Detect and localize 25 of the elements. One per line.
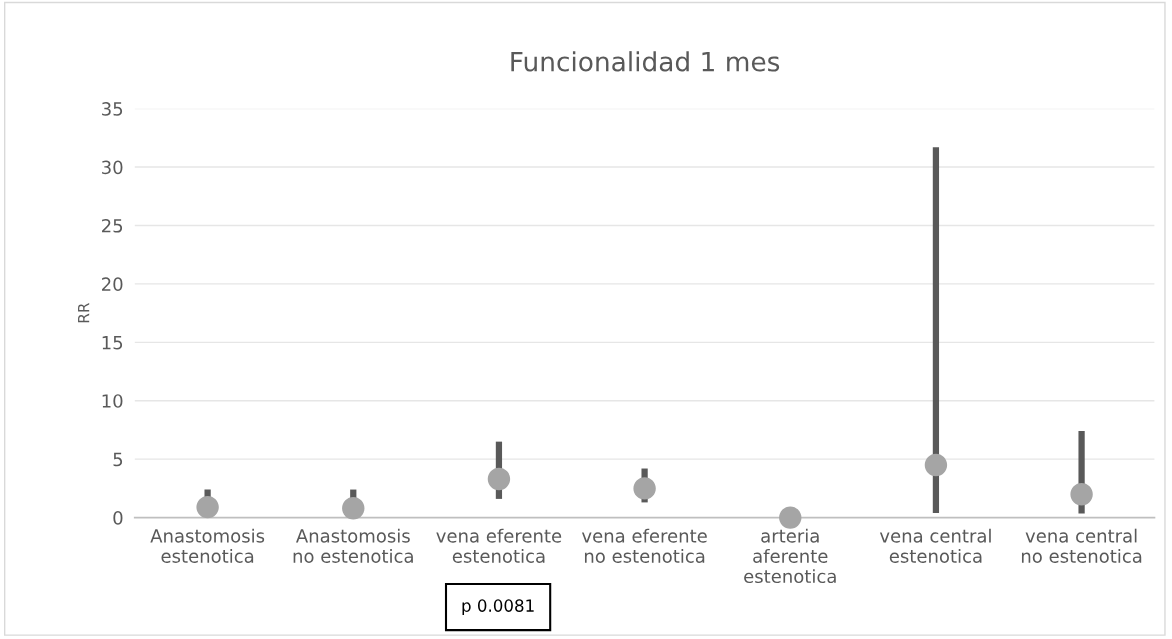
point [633, 477, 656, 500]
point [779, 506, 802, 529]
y-tick-label: 5 [113, 452, 123, 467]
y-tick-label: 10 [102, 394, 123, 408]
x-tick-label: vena central estenotica [879, 528, 991, 563]
point [1070, 483, 1093, 506]
x-tick-label: arteria aferente estenotica [744, 528, 836, 584]
x-tick-label: vena eferente no estenotica [581, 528, 707, 563]
x-tick-label: vena central no estenotica [1021, 528, 1142, 563]
y-tick-label: 30 [102, 160, 123, 175]
x-tick-label: vena eferente estenotica [436, 528, 562, 563]
point [487, 467, 511, 491]
x-tick-label: Anastomosis no estenotica [293, 528, 413, 563]
y-tick-label: 35 [102, 102, 123, 116]
chart-title: Funcionalidad 1 mes [511, 51, 780, 72]
point [924, 453, 948, 477]
x-tick-label: Anastomosis estenotica [150, 528, 265, 563]
y-tick-label: 25 [102, 218, 123, 233]
point [196, 495, 219, 519]
y-tick-label: 20 [102, 277, 123, 292]
point [342, 497, 365, 520]
y-tick-label: 0 [113, 511, 123, 525]
y-axis-title: RR [78, 302, 90, 323]
y-tick-label: 15 [102, 336, 123, 350]
text: p 0.0081 [462, 599, 534, 616]
